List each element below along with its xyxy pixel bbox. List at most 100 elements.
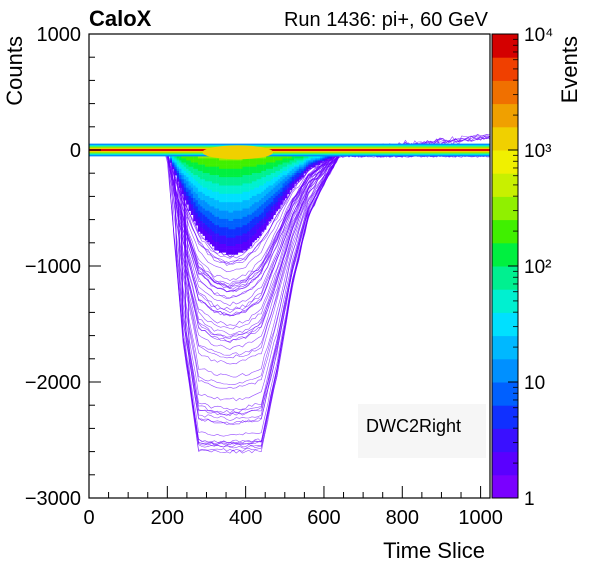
heatmap-cell [195,170,199,174]
heatmap-cell [233,237,236,241]
heatmap-cell [216,166,220,170]
heatmap-cell [261,185,264,188]
heatmap-cell [259,185,262,188]
heatmap-cell [186,183,189,186]
heatmap-cell [223,173,227,176]
color-bar-segment [492,312,518,337]
heatmap-cell [270,214,274,218]
heatmap-cell [193,214,196,218]
heatmap-cell [261,198,264,201]
heatmap-cell [235,229,239,232]
heatmap-cell [273,156,276,159]
heatmap-cell [183,162,187,165]
heatmap-cell [235,218,239,222]
heatmap-cell [303,170,307,174]
heatmap-cell [212,244,215,247]
heatmap-cell [214,246,217,249]
heatmap-cell [263,212,267,215]
heatmap-cell [251,164,255,167]
heatmap-cell [237,233,241,236]
heatmap-cell [256,229,260,232]
heatmap-cell [259,195,262,199]
heatmap-cell [219,193,222,197]
heatmap-cell [273,212,276,215]
heatmap-cell [310,162,314,165]
heatmap-cell [284,195,288,199]
heatmap-cell [207,237,210,241]
heatmap-cell [195,168,199,172]
heatmap-cell [200,204,203,207]
heatmap-cell [221,218,224,222]
heatmap-cell [259,164,262,167]
heatmap-cell [291,160,295,163]
heatmap-cell [242,229,246,232]
heatmap-cell [223,218,227,222]
heatmap-cell [244,208,248,211]
heatmap-cell [233,183,236,186]
heatmap-cell [176,179,180,182]
heatmap-cell [219,189,222,193]
heatmap-cell [188,185,192,188]
heatmap-cell [240,160,243,163]
heatmap-cell [294,168,297,172]
heatmap-cell [237,164,241,167]
heatmap-cell [273,168,276,172]
heatmap-cell [259,181,262,184]
heatmap-cell [230,170,234,174]
heatmap-cell [212,227,215,230]
heatmap-cell [193,208,196,211]
heatmap-cell [202,179,206,182]
heatmap-cell [308,158,311,161]
heatmap-cell [221,239,224,243]
heatmap-cell [256,160,260,163]
heatmap-cell [247,164,250,167]
heatmap-cell [174,173,177,176]
heatmap-cell [176,164,180,167]
heatmap-cell [244,206,248,209]
heatmap-cell [212,223,215,226]
heatmap-cell [223,179,227,182]
heatmap-cell [207,200,210,203]
heatmap-cell [247,241,250,245]
heatmap-cell [174,168,177,172]
heatmap-cell [291,166,295,170]
color-bar-segment [492,242,518,267]
heatmap-cell [221,212,224,215]
heatmap-cell [207,170,210,174]
heatmap-cell [174,166,177,170]
heatmap-cell [212,177,215,180]
heatmap-cell [247,212,250,215]
heatmap-cell [284,173,288,176]
heatmap-cell [256,193,260,197]
heatmap-cell [277,179,281,182]
heatmap-cell [244,237,248,241]
heatmap-cell [249,162,253,165]
heatmap-cell [244,173,248,176]
heatmap-cell [235,164,239,167]
heatmap-cell [313,158,316,161]
heatmap-cell [212,208,215,211]
heatmap-cell [221,223,224,226]
heatmap-cell [251,183,255,186]
heatmap-cell [303,166,307,170]
heatmap-cell [190,198,194,201]
heatmap-cell [226,206,229,209]
color-bar-segment [492,358,518,383]
heatmap-cell [202,227,206,230]
heatmap-cell [266,187,269,190]
heatmap-cell [226,191,229,195]
heatmap-cell [301,175,304,178]
heatmap-cell [214,164,217,167]
z-axis-title: Events [557,36,582,103]
heatmap-cell [221,250,224,253]
heatmap-cell [186,185,189,188]
heatmap-cell [235,191,239,195]
heatmap-cell [266,221,269,224]
heatmap-cell [209,162,213,165]
heatmap-cell [242,246,246,249]
heatmap-cell [230,200,234,203]
heatmap-cell [303,168,307,172]
heatmap-cell [263,204,267,207]
heatmap-cell [230,221,234,224]
heatmap-cell [219,177,222,180]
